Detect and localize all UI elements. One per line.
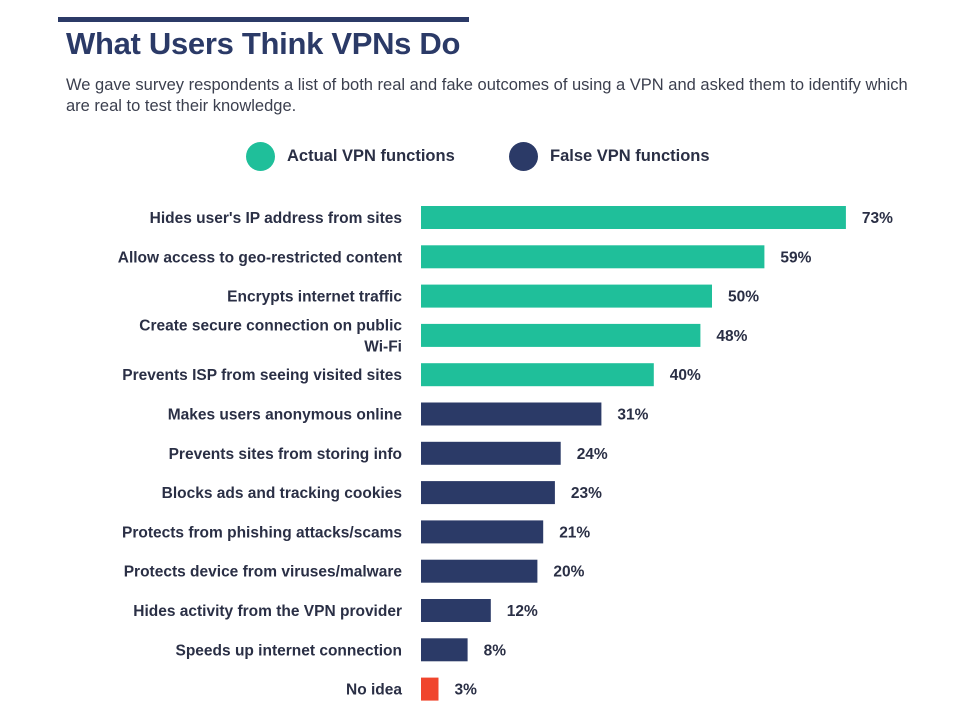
category-label-2: Encrypts internet traffic [227, 289, 402, 306]
category-label-11: Speeds up internet connection [176, 642, 403, 659]
value-label-5: 31% [617, 407, 648, 424]
category-label-10: Hides activity from the VPN provider [133, 603, 402, 620]
legend-swatch-actual [246, 141, 275, 171]
bar-0 [421, 206, 846, 229]
category-label-12: No idea [346, 682, 402, 699]
category-label-3-line-0: Create secure connection on public [139, 317, 402, 334]
bar-12 [421, 677, 439, 701]
value-label-4: 40% [670, 367, 701, 384]
value-label-6: 24% [577, 446, 608, 463]
bar-6 [421, 441, 561, 465]
value-label-8: 21% [559, 524, 590, 541]
legend-item-false: False VPN functions [509, 140, 710, 172]
chart-subtitle: We gave survey respondents a list of bot… [66, 76, 908, 115]
value-label-11: 8% [484, 642, 507, 659]
category-label-9: Protects device from viruses/malware [124, 564, 403, 581]
value-label-7: 23% [571, 485, 602, 502]
category-label-7: Blocks ads and tracking cookies [162, 485, 402, 502]
chart-title: What Users Think VPNs Do [66, 26, 461, 61]
category-label-5: Makes users anonymous online [168, 407, 403, 424]
legend-swatch-false [509, 141, 538, 171]
category-label-4: Prevents ISP from seeing visited sites [122, 367, 402, 384]
bar-2 [421, 284, 712, 308]
legend-label-actual: Actual VPN functions [287, 146, 455, 165]
value-label-12: 3% [455, 682, 478, 699]
value-label-1: 59% [780, 249, 811, 266]
bar-11 [421, 638, 468, 662]
bar-1 [421, 245, 765, 269]
category-label-6: Prevents sites from storing info [169, 446, 402, 463]
bar-4 [421, 363, 654, 387]
legend-item-actual: Actual VPN functions [246, 140, 455, 172]
bar-10 [421, 599, 491, 622]
value-label-10: 12% [507, 603, 538, 620]
value-label-9: 20% [553, 564, 584, 581]
bar-9 [421, 559, 538, 583]
bar-7 [421, 481, 555, 505]
category-label-8: Protects from phishing attacks/scams [122, 524, 402, 541]
category-label-0: Hides user's IP address from sites [150, 210, 402, 227]
category-label-1: Allow access to geo-restricted content [118, 249, 402, 266]
category-label-3-line-1: Wi-Fi [364, 338, 402, 355]
title-rule [58, 17, 469, 22]
bar-5 [421, 402, 602, 426]
bar-chart: Hides user's IP address from sites 73% All… [118, 206, 893, 701]
value-label-0: 73% [862, 210, 893, 227]
bar-8 [421, 520, 544, 544]
value-label-3: 48% [716, 328, 747, 345]
legend-label-false: False VPN functions [550, 146, 710, 165]
bar-3 [421, 323, 701, 347]
value-label-2: 50% [728, 289, 759, 306]
